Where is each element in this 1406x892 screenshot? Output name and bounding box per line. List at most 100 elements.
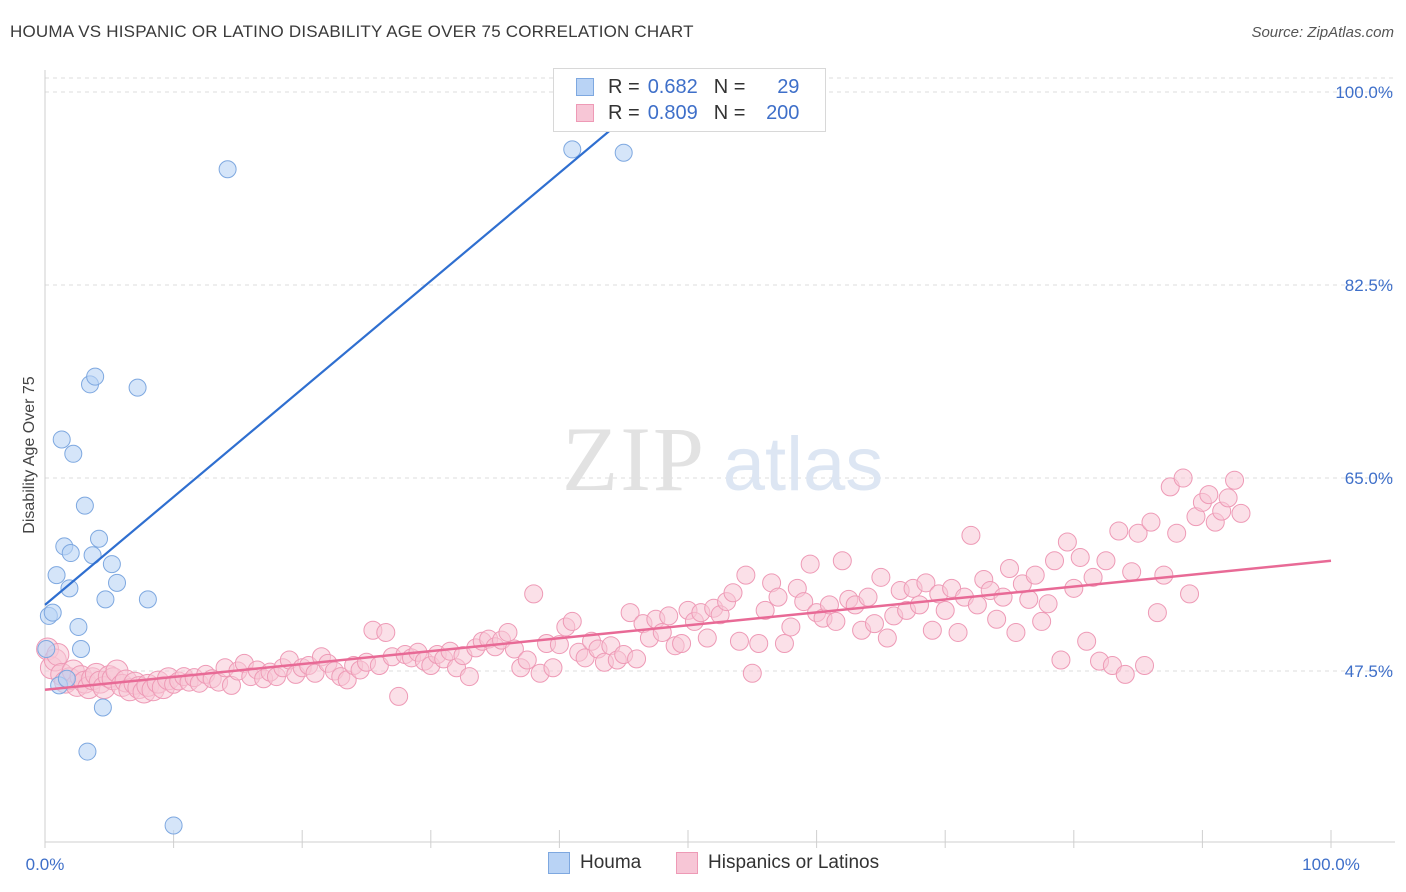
y-tick-label: 82.5% bbox=[1345, 276, 1393, 295]
houma-point bbox=[69, 617, 88, 636]
hispanic-point bbox=[935, 600, 955, 620]
houma-point bbox=[563, 140, 582, 159]
legend-stats: R = 0.682 N = 29 R = 0.809 N = 200 bbox=[553, 68, 826, 132]
houma-point bbox=[75, 496, 94, 515]
watermark-atlas: atlas bbox=[723, 422, 884, 507]
hispanic-point bbox=[697, 628, 717, 648]
y-tick-label: 47.5% bbox=[1345, 662, 1393, 681]
legend-bottom: Houma Hispanics or Latinos bbox=[0, 852, 1406, 878]
x-tick-label: 0.0% bbox=[26, 855, 65, 874]
hispanic-point bbox=[1051, 650, 1071, 670]
x-tick-label: 100.0% bbox=[1302, 855, 1360, 874]
hispanic-point bbox=[1109, 521, 1129, 541]
hispanic-point bbox=[1225, 470, 1245, 490]
hispanic-point bbox=[1019, 589, 1039, 609]
hispanic-point bbox=[742, 663, 762, 683]
hispanic-point bbox=[1173, 468, 1193, 488]
hispanic-point bbox=[1025, 565, 1045, 585]
r-label: R = bbox=[608, 101, 640, 124]
watermark: ZIP atlas bbox=[562, 408, 883, 510]
hispanic-point bbox=[768, 587, 788, 607]
axes bbox=[44, 70, 1395, 848]
hispanic-point bbox=[736, 565, 756, 585]
hispanic-point bbox=[858, 587, 878, 607]
houma-point bbox=[64, 444, 83, 463]
legend-label-hispanic: Hispanics or Latinos bbox=[708, 852, 880, 873]
legend-swatch-hispanic bbox=[676, 852, 698, 874]
hispanic-point bbox=[1218, 488, 1238, 508]
hispanic-point bbox=[916, 573, 936, 593]
y-tick-label: 100.0% bbox=[1335, 83, 1393, 102]
hispanic-point bbox=[1135, 656, 1155, 676]
hispanic-point bbox=[948, 622, 968, 642]
hispanic-point bbox=[627, 649, 647, 669]
hispanic-point bbox=[967, 595, 987, 615]
hispanic-point bbox=[659, 606, 679, 626]
hispanic-point bbox=[1154, 565, 1174, 585]
hispanic-point bbox=[961, 525, 981, 545]
n-label: N = bbox=[713, 75, 746, 98]
hispanic-point bbox=[389, 686, 409, 706]
trend-lines bbox=[44, 85, 1332, 692]
houma-points bbox=[37, 140, 633, 835]
hispanic-point bbox=[1045, 551, 1065, 571]
houma-point bbox=[218, 160, 237, 179]
houma-point bbox=[96, 590, 115, 609]
y-tick-label: 65.0% bbox=[1345, 469, 1393, 488]
hispanic-point bbox=[498, 622, 518, 642]
tick-labels: 47.5% 65.0% 82.5% 100.0% 0.0% 100.0% bbox=[26, 83, 1393, 874]
n-label: N = bbox=[713, 101, 746, 124]
hispanic-point bbox=[1000, 558, 1019, 578]
hispanic-point bbox=[877, 628, 897, 648]
hispanic-trend-line bbox=[44, 559, 1332, 692]
chart-title: HOUMA VS HISPANIC OR LATINO DISABILITY A… bbox=[10, 22, 694, 41]
houma-point bbox=[93, 698, 112, 717]
hispanic-point bbox=[1147, 603, 1167, 623]
hispanic-point bbox=[1231, 503, 1251, 523]
legend-swatch-hispanic bbox=[576, 104, 594, 122]
hispanic-point bbox=[1115, 664, 1135, 684]
hispanic-point bbox=[800, 554, 820, 574]
hispanic-point bbox=[1141, 512, 1161, 532]
hispanic-point bbox=[871, 567, 891, 587]
source-label: Source: ZipAtlas.com bbox=[1251, 24, 1394, 41]
houma-point bbox=[90, 529, 109, 548]
houma-point bbox=[60, 579, 79, 598]
houma-point bbox=[108, 573, 127, 592]
hispanic-point bbox=[987, 609, 1007, 629]
hispanic-point bbox=[864, 614, 884, 634]
hispanic-point bbox=[1032, 611, 1052, 631]
houma-point bbox=[128, 378, 147, 397]
r-label: R = bbox=[608, 75, 640, 98]
hispanic-point bbox=[781, 617, 801, 637]
hispanic-point bbox=[672, 633, 692, 653]
grid-lines bbox=[45, 77, 1395, 672]
houma-point bbox=[138, 590, 157, 609]
hispanic-point bbox=[1083, 567, 1103, 587]
hispanic-point bbox=[1167, 523, 1187, 543]
hispanic-point bbox=[459, 667, 479, 687]
hispanic-point bbox=[819, 595, 839, 615]
y-axis-label: Disability Age Over 75 bbox=[21, 376, 38, 534]
hispanic-point bbox=[909, 595, 929, 615]
houma-point bbox=[43, 603, 62, 622]
houma-point bbox=[78, 742, 97, 761]
hispanic-point bbox=[620, 603, 640, 623]
hispanic-point bbox=[1199, 485, 1219, 505]
houma-point bbox=[72, 640, 91, 658]
hispanic-point bbox=[543, 658, 563, 678]
hispanic-point bbox=[993, 587, 1013, 607]
hispanic-point bbox=[755, 600, 775, 620]
watermark-zip: ZIP bbox=[562, 408, 706, 510]
houma-point bbox=[37, 640, 56, 658]
hispanic-point bbox=[794, 592, 814, 612]
legend-row-houma: R = 0.682 N = 29 bbox=[576, 74, 799, 100]
houma-trend-line bbox=[44, 85, 663, 606]
hispanic-point bbox=[1180, 584, 1200, 604]
hispanic-point bbox=[562, 611, 582, 631]
hispanic-point bbox=[1128, 523, 1148, 543]
hispanic-point bbox=[1096, 551, 1116, 571]
hispanic-point bbox=[774, 633, 794, 653]
legend-swatch-houma bbox=[576, 78, 594, 96]
